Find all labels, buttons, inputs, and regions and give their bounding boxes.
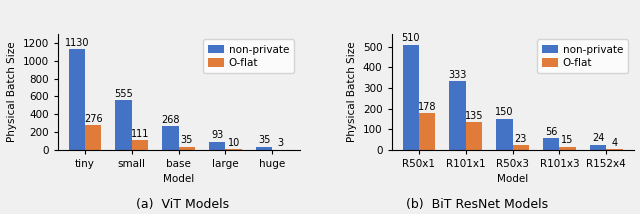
Bar	[225, 149, 242, 150]
Bar	[496, 119, 513, 150]
Bar	[606, 149, 623, 150]
Bar	[256, 147, 272, 150]
Text: 56: 56	[545, 127, 557, 137]
Text: 93: 93	[211, 130, 223, 140]
Text: 268: 268	[161, 114, 180, 125]
Text: 23: 23	[515, 134, 527, 144]
Text: 178: 178	[418, 102, 436, 112]
Text: 333: 333	[449, 70, 467, 80]
Bar	[419, 113, 435, 150]
Y-axis label: Physical Batch Size: Physical Batch Size	[7, 42, 17, 142]
Text: 3: 3	[277, 138, 284, 148]
Bar	[449, 81, 466, 150]
Legend: non-private, O-flat: non-private, O-flat	[203, 39, 294, 73]
Text: 35: 35	[180, 135, 193, 145]
X-axis label: Model: Model	[497, 174, 528, 184]
Text: 15: 15	[561, 135, 574, 145]
Bar	[590, 145, 606, 150]
Text: 1130: 1130	[65, 38, 89, 48]
Text: 4: 4	[611, 138, 618, 148]
Legend: non-private, O-flat: non-private, O-flat	[537, 39, 628, 73]
Bar	[513, 145, 529, 150]
Bar	[209, 141, 225, 150]
Text: 111: 111	[131, 129, 149, 138]
Bar	[466, 122, 482, 150]
Text: 10: 10	[227, 138, 240, 147]
Text: 150: 150	[495, 107, 514, 117]
Bar	[179, 147, 195, 150]
Bar	[132, 140, 148, 150]
Bar	[403, 45, 419, 150]
Text: (b)  BiT ResNet Models: (b) BiT ResNet Models	[406, 198, 548, 211]
Text: 35: 35	[258, 135, 270, 145]
Bar	[162, 126, 179, 150]
Text: 510: 510	[401, 33, 420, 43]
Text: (a)  ViT Models: (a) ViT Models	[136, 198, 229, 211]
Text: 555: 555	[114, 89, 133, 99]
X-axis label: Model: Model	[163, 174, 194, 184]
Bar	[115, 100, 132, 150]
Y-axis label: Physical Batch Size: Physical Batch Size	[348, 42, 357, 142]
Text: 135: 135	[465, 111, 483, 120]
Bar	[543, 138, 559, 150]
Text: 24: 24	[592, 134, 604, 143]
Text: 276: 276	[84, 114, 102, 124]
Bar	[68, 49, 85, 150]
Bar	[85, 125, 101, 150]
Bar	[559, 147, 576, 150]
